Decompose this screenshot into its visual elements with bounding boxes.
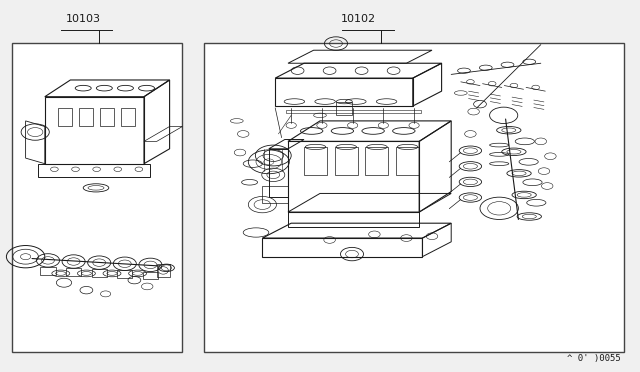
Text: 10103: 10103 <box>66 14 100 24</box>
Bar <box>204 43 624 352</box>
Text: ^ 0' )0055: ^ 0' )0055 <box>567 354 621 363</box>
Bar <box>12 43 182 352</box>
Text: 10102: 10102 <box>341 14 376 24</box>
